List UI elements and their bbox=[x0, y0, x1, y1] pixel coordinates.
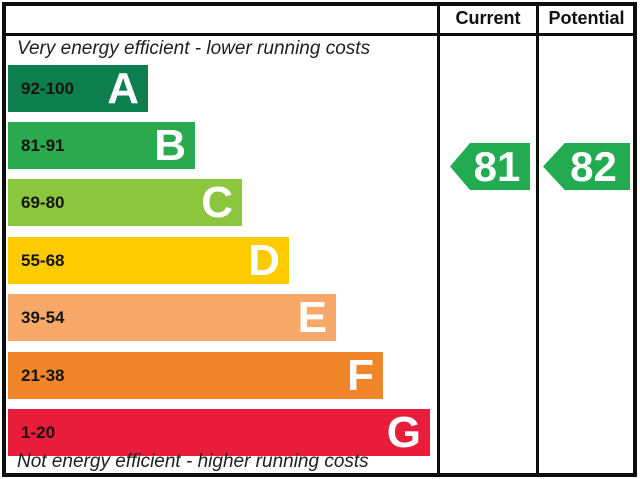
rating-band-g: 1-20 G bbox=[8, 409, 430, 456]
rating-band-e: 39-54 E bbox=[8, 294, 336, 341]
current-column-header: Current bbox=[455, 7, 521, 28]
potential-rating-value: 82 bbox=[570, 143, 617, 190]
band-grade-letter: C bbox=[201, 177, 233, 227]
band-range-label: 81-91 bbox=[21, 135, 65, 155]
rating-band-f: 21-38 F bbox=[8, 352, 383, 399]
potential-column-header: Potential bbox=[548, 7, 625, 28]
current-rating-arrow: 81 bbox=[450, 143, 530, 190]
caption-not-efficient: Not energy efficient - higher running co… bbox=[17, 451, 369, 472]
rating-band-d: 55-68 D bbox=[8, 237, 289, 284]
band-grade-letter: B bbox=[154, 120, 186, 170]
band-grade-letter: A bbox=[107, 63, 139, 113]
current-column-divider bbox=[437, 2, 440, 477]
band-grade-letter: F bbox=[347, 350, 374, 400]
rating-band-c: 69-80 C bbox=[8, 179, 242, 226]
band-range-label: 1-20 bbox=[21, 422, 56, 442]
band-grade-letter: D bbox=[248, 235, 280, 285]
band-range-label: 21-38 bbox=[21, 365, 65, 385]
band-grade-letter: E bbox=[297, 292, 327, 342]
caption-very-efficient: Very energy efficient - lower running co… bbox=[17, 38, 371, 59]
band-grade-letter: G bbox=[386, 407, 421, 457]
rating-band-a: 92-100 A bbox=[8, 65, 148, 112]
band-range-label: 92-100 bbox=[21, 78, 74, 98]
band-range-label: 39-54 bbox=[21, 307, 65, 327]
potential-column-divider bbox=[536, 2, 539, 477]
potential-rating-arrow: 82 bbox=[543, 143, 630, 190]
rating-band-b: 81-91 B bbox=[8, 122, 195, 169]
current-rating-value: 81 bbox=[473, 143, 521, 190]
band-range-label: 69-80 bbox=[21, 192, 65, 212]
header-divider-line bbox=[2, 33, 637, 36]
band-range-label: 55-68 bbox=[21, 250, 65, 270]
